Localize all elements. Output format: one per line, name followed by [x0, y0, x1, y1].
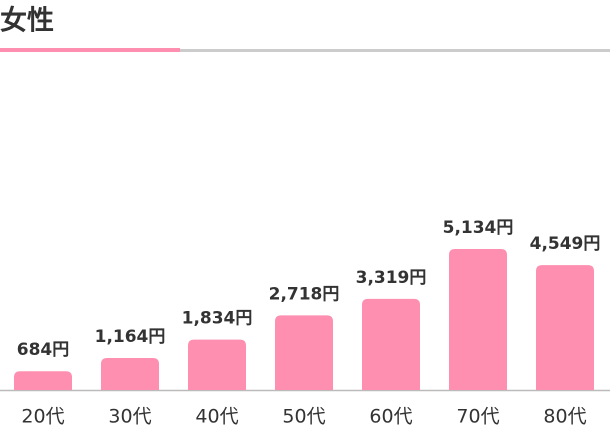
x-tick-label: 80代 — [543, 406, 586, 428]
value-label: 1,834円 — [182, 309, 253, 329]
value-label: 2,718円 — [269, 284, 340, 304]
x-tick-label: 40代 — [195, 406, 238, 428]
value-label: 3,319円 — [356, 268, 427, 288]
value-label: 4,549円 — [530, 234, 601, 254]
bar — [275, 315, 333, 390]
chart-title: 女性 — [0, 5, 54, 37]
x-tick-label: 30代 — [108, 406, 151, 428]
x-tick-label: 50代 — [282, 406, 325, 428]
value-label: 5,134円 — [443, 218, 514, 238]
x-tick-label: 20代 — [21, 406, 64, 428]
bar — [362, 298, 420, 390]
bar — [536, 265, 594, 390]
value-label: 684円 — [17, 340, 70, 360]
title-rule — [0, 49, 610, 52]
x-tick-label: 70代 — [456, 406, 499, 428]
bar — [449, 249, 507, 390]
title-rule-accent — [0, 48, 180, 52]
value-label: 1,164円 — [95, 327, 166, 347]
bar — [101, 358, 159, 390]
bar — [14, 371, 72, 390]
bar — [188, 339, 246, 390]
x-tick-label: 60代 — [369, 406, 412, 428]
